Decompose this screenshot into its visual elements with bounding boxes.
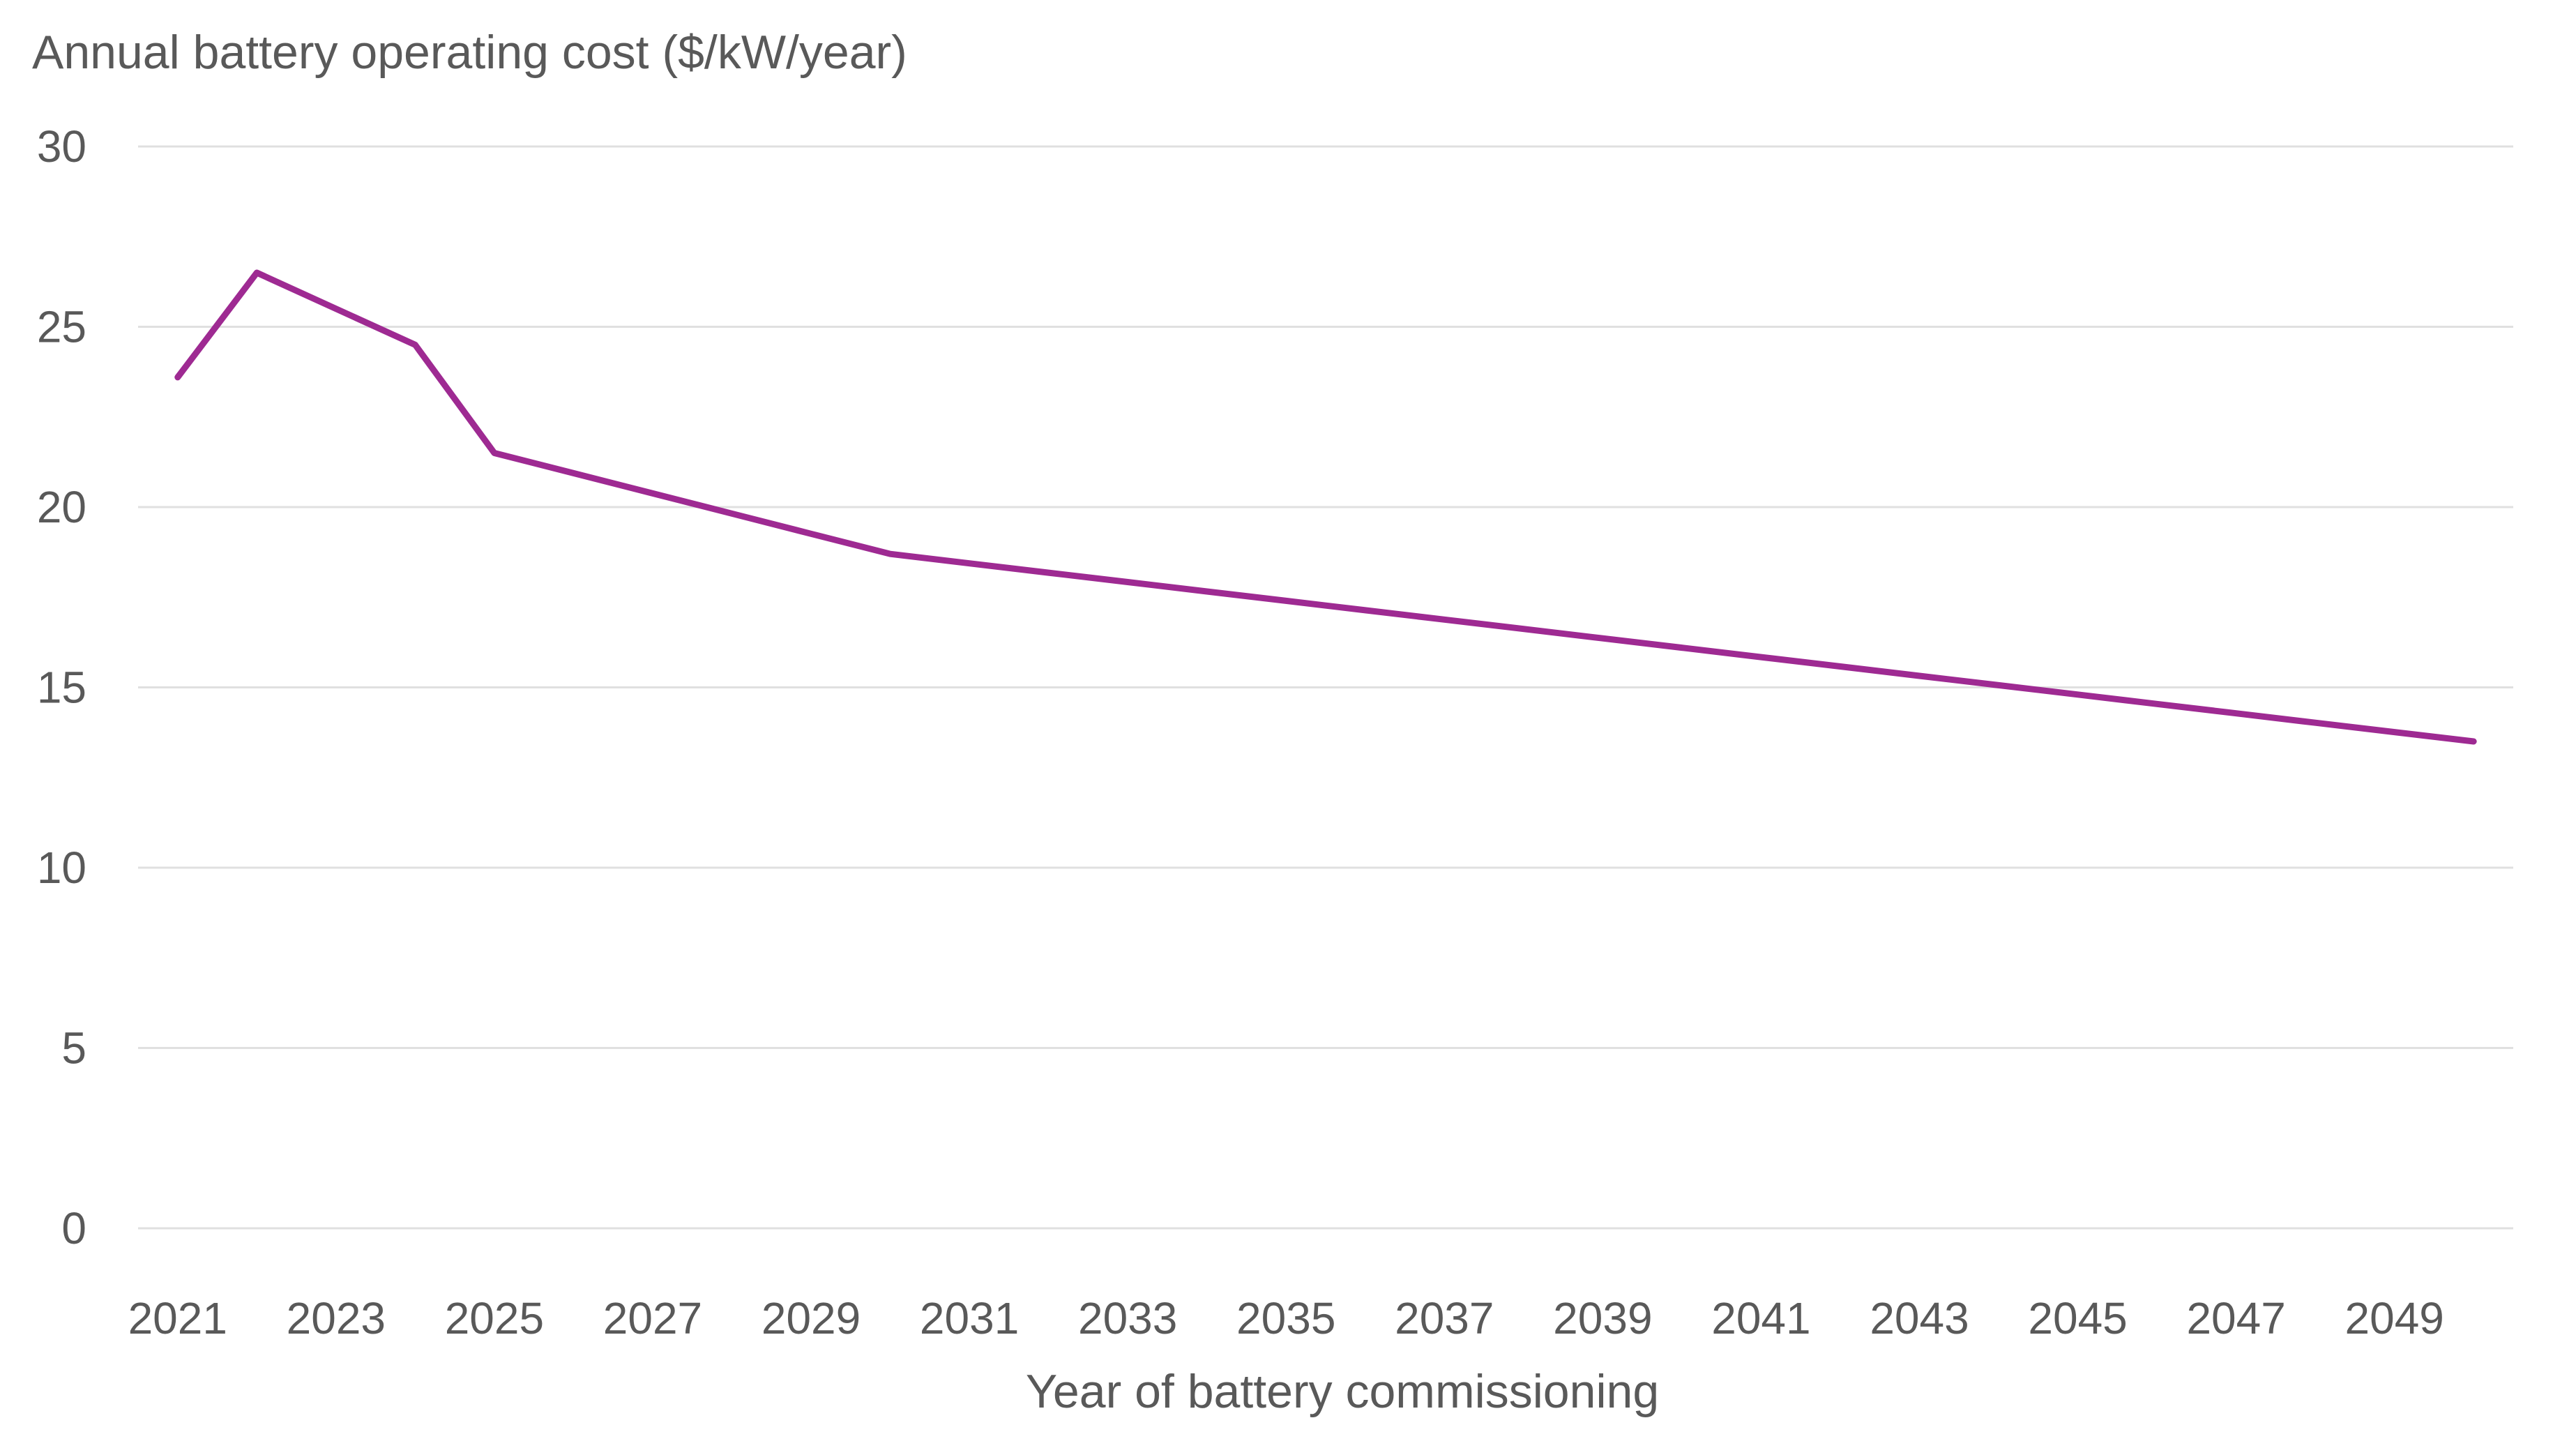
x-tick-label: 2039 bbox=[1553, 1293, 1652, 1343]
y-tick-label: 30 bbox=[37, 121, 86, 172]
y-axis-title: Annual battery operating cost ($/kW/year… bbox=[32, 26, 907, 79]
y-tick-label: 20 bbox=[37, 482, 86, 532]
y-tick-label: 15 bbox=[37, 663, 86, 713]
x-tick-label: 2023 bbox=[287, 1293, 386, 1343]
series-group bbox=[174, 269, 2477, 745]
x-tick-label: 2047 bbox=[2186, 1293, 2285, 1343]
y-tick-label: 5 bbox=[61, 1023, 86, 1073]
x-tick-label: 2025 bbox=[445, 1293, 544, 1343]
x-tick-label: 2045 bbox=[2028, 1293, 2127, 1343]
x-tick-label: 2029 bbox=[762, 1293, 861, 1343]
x-tick-label: 2035 bbox=[1236, 1293, 1335, 1343]
x-tick-label: 2021 bbox=[128, 1293, 227, 1343]
x-tick-label: 2041 bbox=[1711, 1293, 1810, 1343]
series-line bbox=[174, 269, 2477, 745]
x-tick-label: 2043 bbox=[1870, 1293, 1969, 1343]
x-tick-label: 2027 bbox=[603, 1293, 702, 1343]
x-tick-label: 2031 bbox=[920, 1293, 1019, 1343]
x-tick-label: 2049 bbox=[2345, 1293, 2444, 1343]
gridlines bbox=[138, 145, 2513, 1230]
x-axis-title: Year of battery commissioning bbox=[1026, 1365, 1659, 1418]
x-axis-tick-labels: 2021 2023 2025 2027 2029 2031 2033 2035 2037 2039… bbox=[128, 1293, 2444, 1343]
y-axis-tick-labels: 0 5 10 15 20 25 30 bbox=[37, 121, 86, 1253]
x-tick-label: 2037 bbox=[1395, 1293, 1494, 1343]
y-tick-label: 25 bbox=[37, 302, 86, 352]
x-tick-label: 2033 bbox=[1078, 1293, 1177, 1343]
y-tick-label: 10 bbox=[37, 843, 86, 893]
y-tick-label: 0 bbox=[61, 1203, 86, 1253]
